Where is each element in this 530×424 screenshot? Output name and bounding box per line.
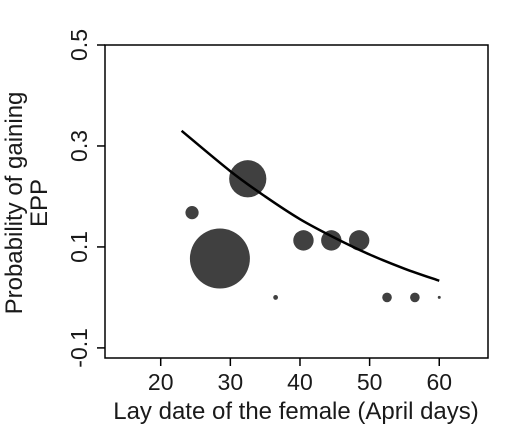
x-tick-label: 30: [218, 369, 244, 395]
data-point: [229, 160, 267, 198]
data-point: [293, 230, 314, 251]
data-point: [185, 206, 199, 220]
y-tick-label: 0.1: [66, 231, 92, 263]
data-point: [273, 295, 279, 300]
fitted-curve: [180, 129, 440, 282]
x-axis-title: Lay date of the female (April days): [113, 398, 479, 424]
y-axis-title-line-1: Probability of gaining: [1, 92, 28, 315]
y-axis-title-line-2: EPP: [26, 179, 53, 227]
x-tick-label: 60: [426, 369, 452, 395]
data-point: [382, 292, 392, 303]
plot-area: [180, 129, 441, 303]
data-point: [321, 230, 342, 251]
x-tick-label: 40: [287, 369, 313, 395]
x-tick-label: 50: [357, 369, 383, 395]
y-tick-label: 0.5: [66, 29, 92, 61]
axes: 20 30 40 50 60 -0.1 0.1 0.3 0.5: [66, 29, 489, 395]
data-point: [189, 228, 250, 289]
plot-frame: [104, 44, 489, 359]
data-point: [437, 295, 441, 299]
x-tick-label: 20: [148, 369, 174, 395]
data-point: [410, 292, 420, 303]
data-point: [348, 230, 370, 251]
y-tick-label: -0.1: [66, 328, 92, 368]
y-tick-label: 0.3: [66, 130, 92, 162]
